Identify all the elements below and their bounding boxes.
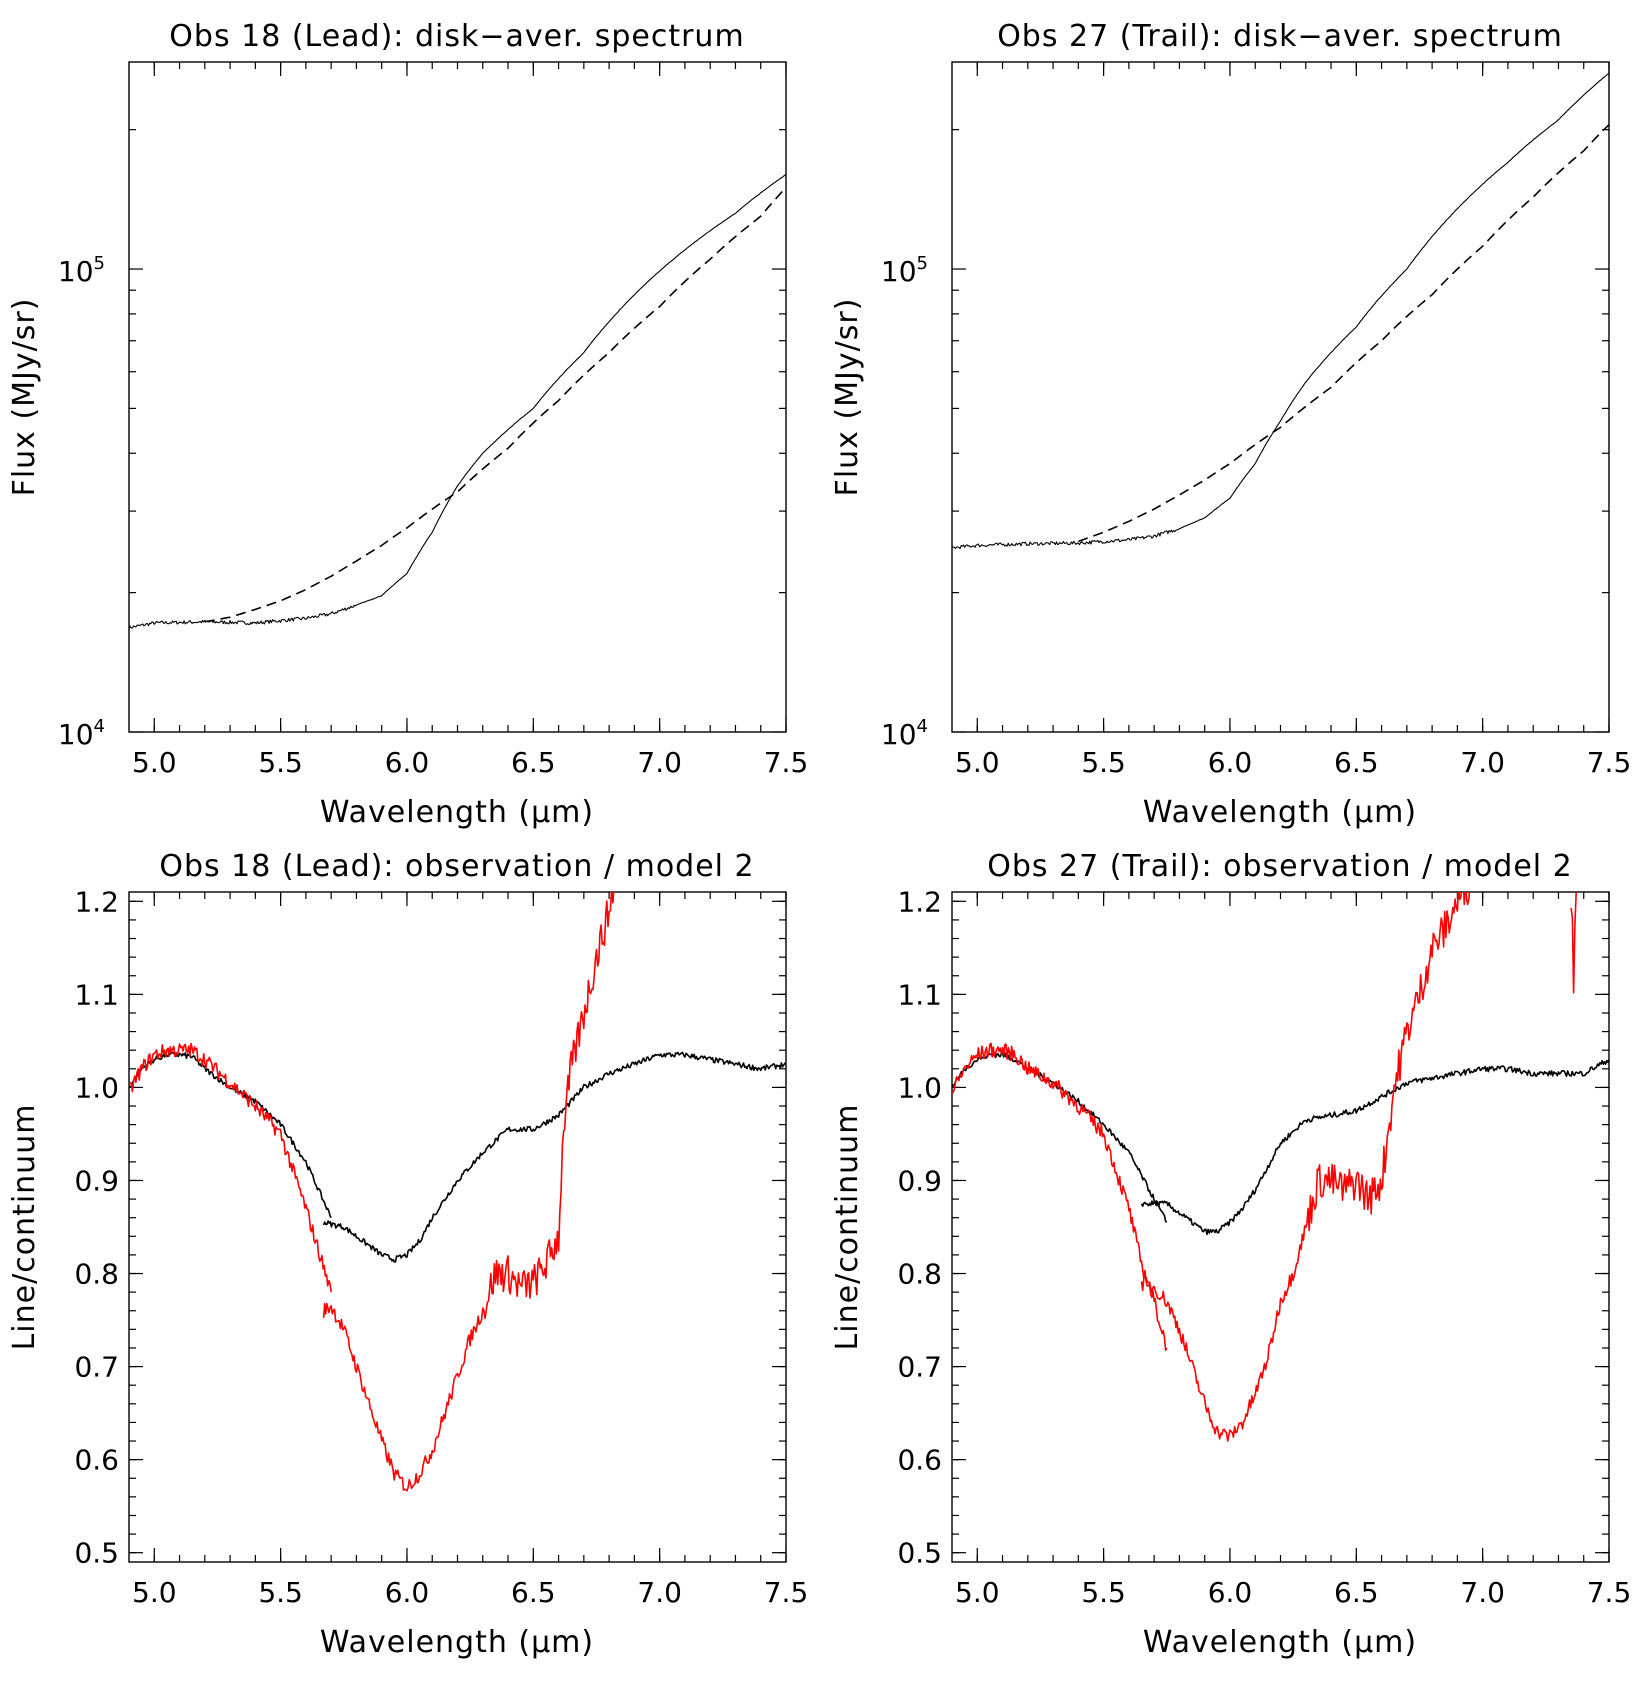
y-axis-label: Line/continuum bbox=[7, 1104, 42, 1351]
x-tick-label: 7.0 bbox=[1460, 1576, 1505, 1609]
x-tick-label: 6.0 bbox=[385, 1576, 430, 1609]
panel-obs18-ratio: Obs 18 (Lead): observation / model 2 5.0… bbox=[7, 849, 808, 1660]
y-tick-label: 1.1 bbox=[897, 978, 942, 1011]
y-tick-label: 105 bbox=[58, 253, 105, 288]
x-tick-label: 5.0 bbox=[132, 746, 177, 779]
x-axis-label: Wavelength (μm) bbox=[320, 1625, 594, 1660]
axis-ticks bbox=[129, 892, 787, 1562]
axis-ticks bbox=[952, 62, 1610, 733]
x-tick-labels: 5.0 5.5 6.0 6.5 7.0 7.5 bbox=[132, 746, 808, 779]
panel-obs27-ratio: Obs 27 (Trail): observation / model 2 5.… bbox=[830, 849, 1631, 1660]
y-tick-label: 105 bbox=[881, 253, 928, 288]
series-group bbox=[129, 892, 786, 1492]
x-tick-labels: 5.0 5.5 6.0 6.5 7.0 7.5 bbox=[132, 1576, 808, 1609]
series-line bbox=[322, 892, 615, 1492]
panel-title: Obs 18 (Lead): observation / model 2 bbox=[159, 849, 754, 884]
x-tick-labels: 5.0 5.5 6.0 6.5 7.0 7.5 bbox=[955, 746, 1631, 779]
x-tick-label: 6.0 bbox=[1208, 746, 1253, 779]
y-tick-label: 0.7 bbox=[74, 1351, 119, 1384]
x-tick-label: 7.5 bbox=[764, 746, 809, 779]
x-tick-label: 5.5 bbox=[258, 746, 303, 779]
y-tick-label: 1.1 bbox=[74, 978, 119, 1011]
y-tick-label: 1.0 bbox=[74, 1071, 119, 1104]
y-axis-label: Line/continuum bbox=[830, 1104, 865, 1351]
series-line bbox=[129, 1042, 332, 1293]
plot-frame bbox=[951, 61, 1610, 733]
series-group bbox=[129, 174, 786, 630]
x-tick-label: 7.0 bbox=[637, 1576, 682, 1609]
y-axis-label: Flux (MJy/sr) bbox=[830, 298, 865, 497]
x-tick-label: 7.0 bbox=[1460, 746, 1505, 779]
y-tick-label: 1.2 bbox=[74, 885, 119, 918]
x-tick-label: 7.5 bbox=[764, 1576, 809, 1609]
series-line bbox=[129, 1051, 332, 1219]
y-tick-label: 104 bbox=[58, 716, 105, 751]
y-tick-label: 0.9 bbox=[897, 1164, 942, 1197]
panel-title: Obs 18 (Lead): disk−aver. spectrum bbox=[169, 19, 744, 54]
y-tick-labels: 104 105 bbox=[881, 253, 928, 751]
y-tick-label: 0.6 bbox=[897, 1444, 942, 1477]
x-axis-label: Wavelength (μm) bbox=[1143, 1625, 1417, 1660]
y-tick-labels: 0.5 0.6 0.7 0.8 0.9 1.0 1.1 1.2 bbox=[897, 885, 942, 1569]
x-tick-label: 5.0 bbox=[955, 746, 1000, 779]
series-line bbox=[952, 1052, 1168, 1223]
panel-title: Obs 27 (Trail): observation / model 2 bbox=[987, 849, 1573, 884]
panel-title: Obs 27 (Trail): disk−aver. spectrum bbox=[997, 19, 1563, 54]
y-tick-label: 0.8 bbox=[897, 1258, 942, 1291]
y-tick-label: 1.0 bbox=[897, 1071, 942, 1104]
x-tick-label: 6.5 bbox=[511, 1576, 556, 1609]
x-axis-label: Wavelength (μm) bbox=[320, 795, 594, 830]
x-axis-label: Wavelength (μm) bbox=[1143, 795, 1417, 830]
x-tick-label: 5.5 bbox=[1081, 1576, 1126, 1609]
y-tick-label: 0.7 bbox=[897, 1351, 942, 1384]
x-tick-label: 7.0 bbox=[637, 746, 682, 779]
x-tick-labels: 5.0 5.5 6.0 6.5 7.0 7.5 bbox=[955, 1576, 1631, 1609]
panel-obs18-flux: Obs 18 (Lead): disk−aver. spectrum 5.0 5… bbox=[7, 19, 808, 830]
y-tick-label: 104 bbox=[881, 716, 928, 751]
y-tick-labels: 0.5 0.6 0.7 0.8 0.9 1.0 1.1 1.2 bbox=[74, 885, 119, 1569]
series-line bbox=[204, 186, 786, 623]
series-line bbox=[1140, 1059, 1609, 1236]
x-tick-label: 7.5 bbox=[1587, 746, 1632, 779]
y-tick-label: 0.5 bbox=[74, 1537, 119, 1570]
series-line bbox=[952, 1042, 1168, 1352]
y-axis-label: Flux (MJy/sr) bbox=[7, 298, 42, 497]
plot-frame bbox=[128, 891, 787, 1563]
x-tick-label: 5.0 bbox=[132, 1576, 177, 1609]
y-tick-label: 0.6 bbox=[74, 1444, 119, 1477]
y-tick-labels: 104 105 bbox=[58, 253, 105, 751]
axis-ticks bbox=[129, 62, 787, 733]
plot-frame bbox=[951, 891, 1610, 1563]
series-group bbox=[952, 892, 1609, 1442]
x-tick-label: 6.5 bbox=[1334, 1576, 1379, 1609]
x-tick-label: 6.5 bbox=[1334, 746, 1379, 779]
y-tick-label: 0.9 bbox=[74, 1164, 119, 1197]
series-line bbox=[129, 174, 786, 630]
x-tick-label: 5.5 bbox=[1081, 746, 1126, 779]
y-tick-label: 1.2 bbox=[897, 885, 942, 918]
axis-ticks bbox=[952, 892, 1610, 1562]
series-line bbox=[1570, 892, 1577, 994]
x-tick-label: 5.5 bbox=[258, 1576, 303, 1609]
series-line bbox=[322, 1051, 786, 1263]
x-tick-label: 7.5 bbox=[1587, 1576, 1632, 1609]
panel-obs27-flux: Obs 27 (Trail): disk−aver. spectrum 5.0 … bbox=[830, 19, 1631, 830]
y-tick-label: 0.5 bbox=[897, 1537, 942, 1570]
x-tick-label: 6.0 bbox=[385, 746, 430, 779]
x-tick-label: 5.0 bbox=[955, 1576, 1000, 1609]
plot-frame bbox=[128, 61, 787, 733]
series-line bbox=[1140, 892, 1471, 1442]
y-tick-label: 0.8 bbox=[74, 1258, 119, 1291]
x-tick-label: 6.0 bbox=[1208, 1576, 1253, 1609]
x-tick-label: 6.5 bbox=[511, 746, 556, 779]
series-line bbox=[952, 72, 1609, 550]
series-group bbox=[952, 72, 1609, 550]
series-line bbox=[1078, 124, 1609, 543]
